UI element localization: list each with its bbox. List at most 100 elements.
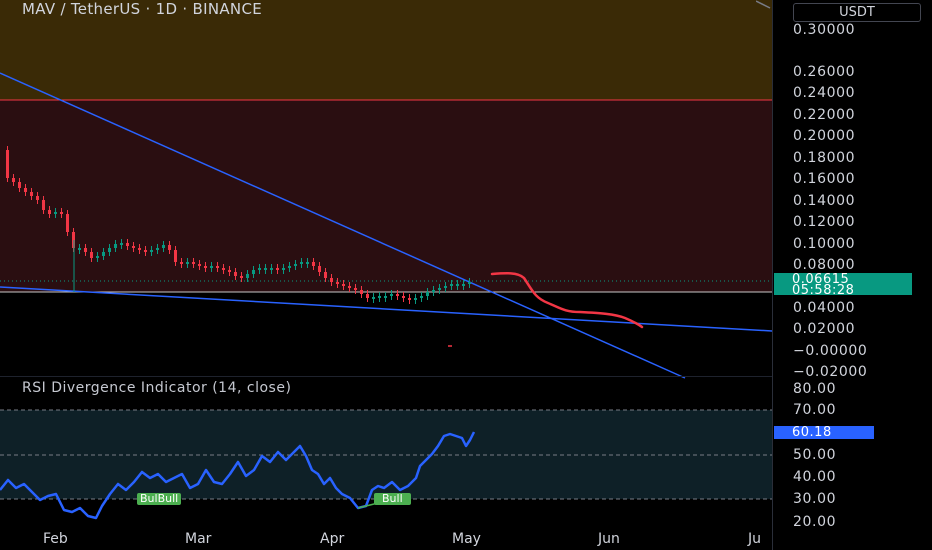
candle-body xyxy=(228,270,231,272)
candle-body xyxy=(348,286,351,288)
support-trendline[interactable] xyxy=(0,286,772,332)
price-tick: 0.10000 xyxy=(793,236,856,252)
bar-countdown: 05:58:28 xyxy=(792,283,855,298)
time-tick: Feb xyxy=(43,531,68,547)
candle-body xyxy=(120,243,123,245)
candle-body xyxy=(156,248,159,250)
price-tick: 0.24000 xyxy=(793,85,856,101)
candle-body xyxy=(192,262,195,264)
price-tick: 0.14000 xyxy=(793,193,856,209)
candle-body xyxy=(366,294,369,298)
candle-body xyxy=(138,248,141,250)
candle-body xyxy=(456,284,459,286)
price-tick: 0.20000 xyxy=(793,128,856,144)
rsi-tick: 50.00 xyxy=(793,447,837,463)
time-tick: Apr xyxy=(320,531,345,547)
rsi-tick: 80.00 xyxy=(793,381,837,397)
candle-body xyxy=(276,268,279,270)
candle-body xyxy=(378,296,381,298)
candle-body xyxy=(246,274,249,278)
bull-divergence-label: Bull xyxy=(374,493,411,505)
descending-trendline[interactable] xyxy=(0,72,686,379)
candle-body xyxy=(216,266,219,268)
candle-body xyxy=(162,245,165,248)
candle-body xyxy=(54,212,57,214)
candle-body xyxy=(42,200,45,210)
candle-body xyxy=(468,282,471,284)
candle-body xyxy=(126,243,129,246)
candle-body xyxy=(252,270,255,274)
price-tick: 0.26000 xyxy=(793,64,856,80)
upper-zone xyxy=(0,0,772,100)
candle-body xyxy=(336,282,339,284)
rsi-current-value: 60.18 xyxy=(774,426,874,439)
price-tick: 0.22000 xyxy=(793,107,856,123)
candle-body xyxy=(18,182,21,188)
candle-body xyxy=(318,266,321,272)
rsi-indicator-title[interactable]: RSI Divergence Indicator (14, close) xyxy=(22,380,292,396)
candle-body xyxy=(420,296,423,298)
candle-body xyxy=(12,178,15,182)
price-tick: 0.08000 xyxy=(793,257,856,273)
candle-body xyxy=(114,244,117,248)
candle-body xyxy=(90,252,93,258)
candle-body xyxy=(258,268,261,270)
candle-body xyxy=(450,284,453,286)
candle-body xyxy=(6,150,9,178)
candle-body xyxy=(294,264,297,266)
rsi-tick: 40.00 xyxy=(793,469,837,485)
candle-body xyxy=(60,212,63,214)
price-projection-drawing[interactable] xyxy=(490,271,644,329)
candle-body xyxy=(402,296,405,298)
candle-body xyxy=(204,266,207,268)
candle-body xyxy=(300,262,303,264)
candle-body xyxy=(438,288,441,290)
candle-body xyxy=(180,262,183,264)
chevron-diagonal-icon[interactable] xyxy=(756,0,772,10)
price-tick: 0.30000 xyxy=(793,22,856,38)
candle-body xyxy=(462,284,465,286)
candle-body xyxy=(150,250,153,252)
candle-body xyxy=(132,246,135,248)
candle-body xyxy=(78,248,81,250)
candle-body xyxy=(390,294,393,296)
candle-body xyxy=(222,268,225,270)
time-tick: Jun xyxy=(598,531,620,547)
symbol-title[interactable]: MAV / TetherUS · 1D · BINANCE xyxy=(22,0,262,18)
candle-body xyxy=(108,248,111,252)
lower-zone xyxy=(0,100,772,292)
price-tick: 0.02000 xyxy=(793,321,856,337)
candle-body xyxy=(96,256,99,258)
rsi-line xyxy=(0,431,476,520)
last-price-label: 0.06615 05:58:28 xyxy=(774,273,912,298)
candle-body xyxy=(36,196,39,200)
candle-body xyxy=(372,297,375,299)
rsi-tick: 30.00 xyxy=(793,491,837,507)
candle-body xyxy=(264,268,267,270)
pane-separator[interactable] xyxy=(0,376,772,377)
candle-body xyxy=(306,262,309,264)
candlestick-series xyxy=(6,146,471,304)
candle-body xyxy=(408,298,411,300)
time-tick: Mar xyxy=(185,531,212,547)
candle-body xyxy=(66,214,69,232)
candle-body xyxy=(144,250,147,252)
candle-body xyxy=(444,286,447,288)
candle-body xyxy=(30,192,33,196)
candle-body xyxy=(168,245,171,250)
candle-body xyxy=(432,290,435,292)
candle-body xyxy=(342,284,345,286)
candle-body xyxy=(270,268,273,270)
currency-unit-button[interactable]: USDT xyxy=(793,3,921,22)
candle-body xyxy=(288,266,291,268)
price-tick: 0.16000 xyxy=(793,171,856,187)
candle-body xyxy=(312,262,315,266)
candle-body xyxy=(360,290,363,294)
candle-body xyxy=(414,298,417,300)
time-tick: Ju xyxy=(748,531,762,547)
candle-body xyxy=(330,278,333,282)
main-chart-canvas[interactable] xyxy=(0,0,772,550)
price-tick: −0.02000 xyxy=(793,364,868,380)
price-tick: 0.18000 xyxy=(793,150,856,166)
candle-body xyxy=(354,288,357,290)
